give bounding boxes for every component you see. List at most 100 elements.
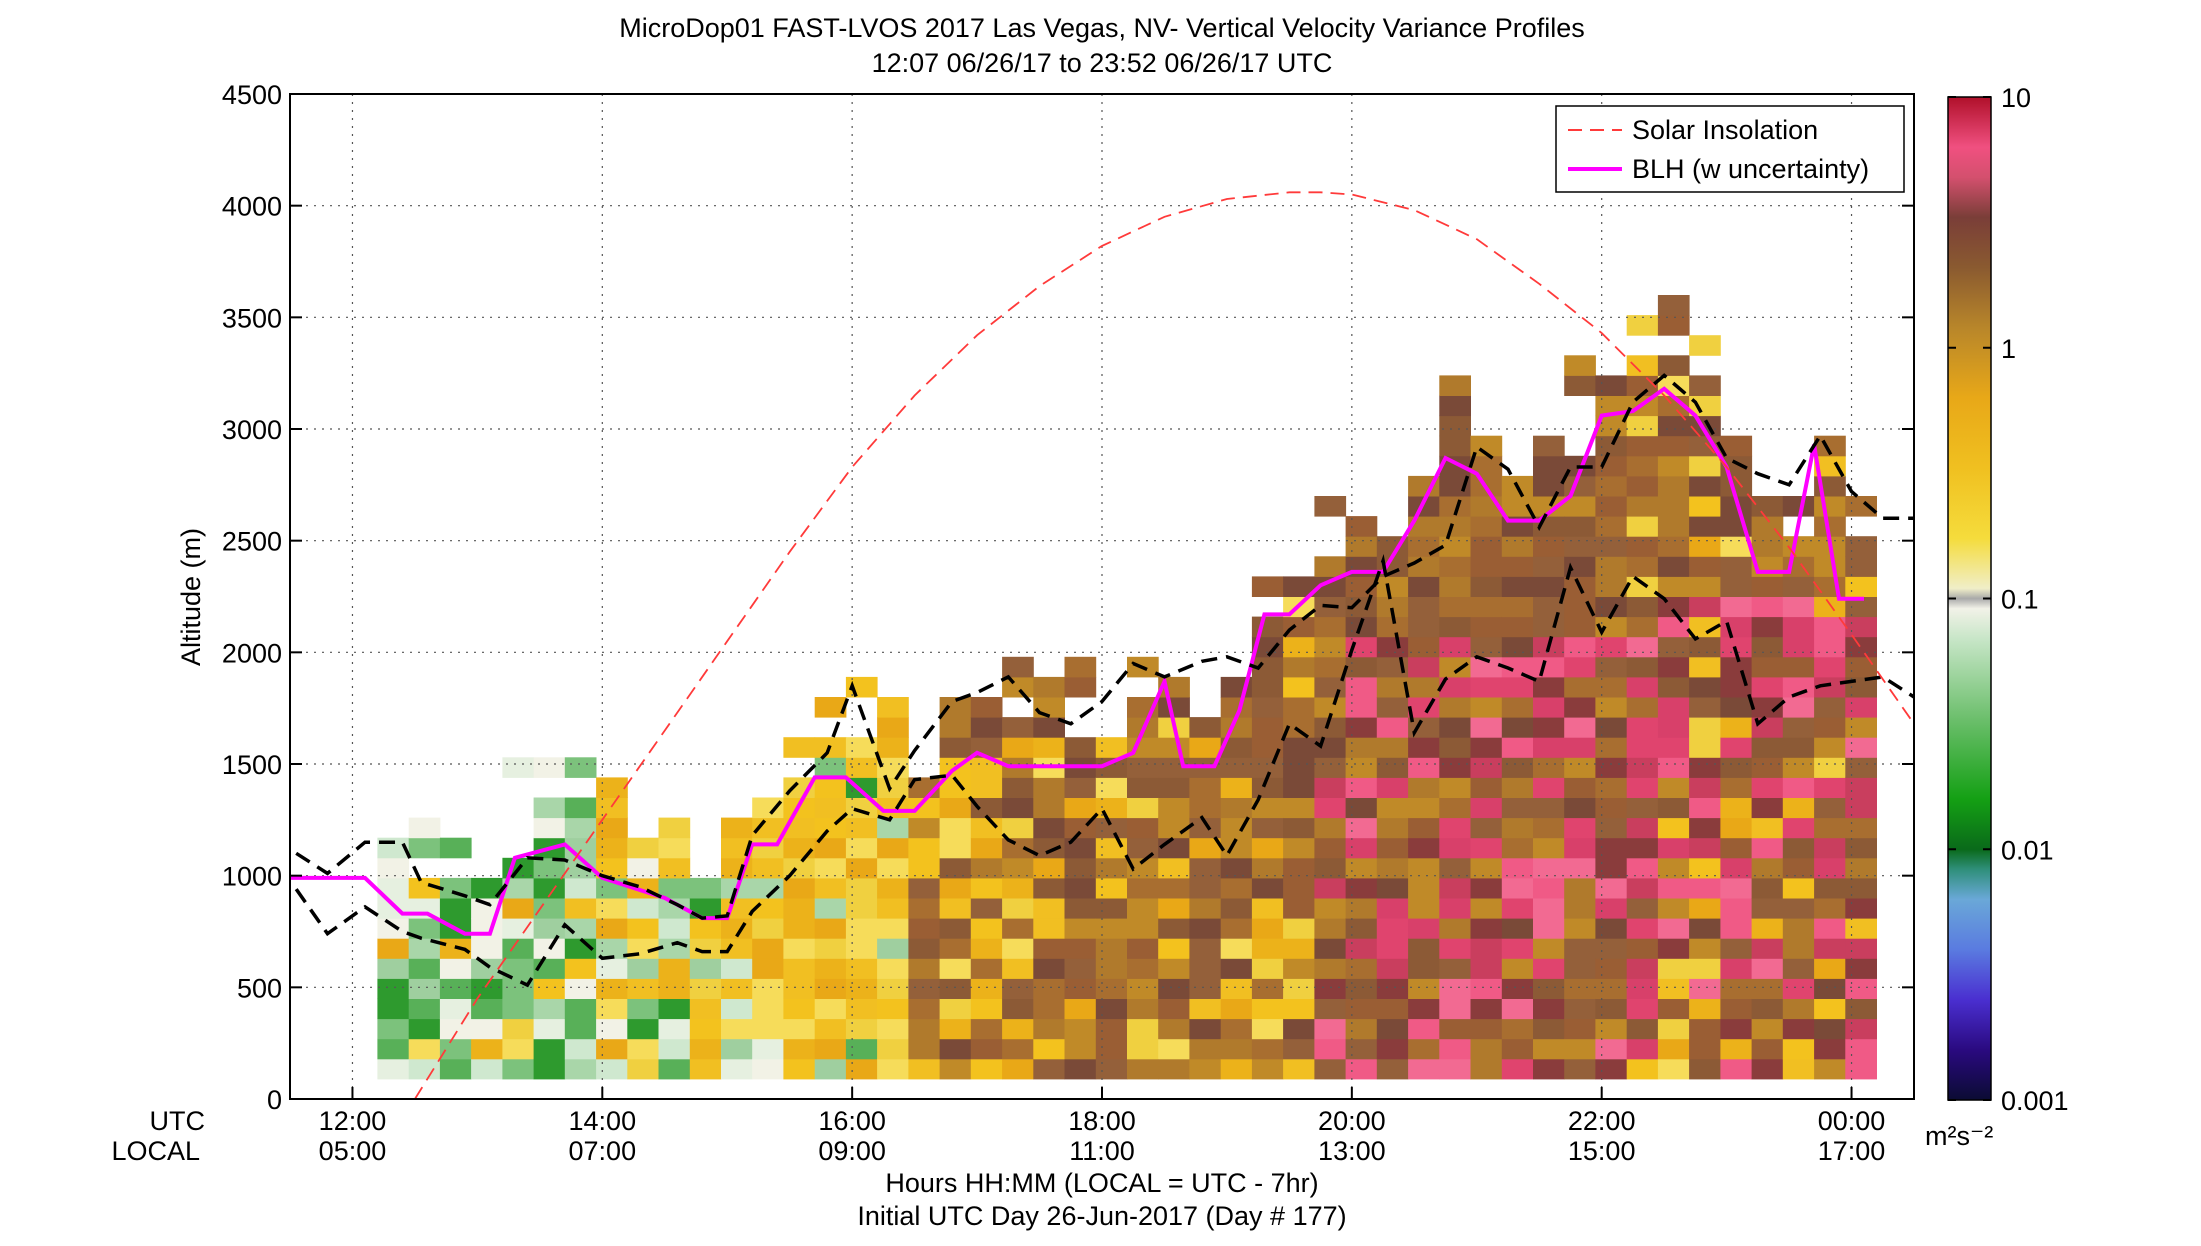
heatmap-cell bbox=[1814, 435, 1846, 457]
heatmap-cell bbox=[1002, 737, 1034, 758]
heatmap-cell bbox=[1657, 435, 1690, 457]
heatmap-cell bbox=[439, 998, 472, 1020]
heatmap-cell bbox=[1251, 817, 1284, 839]
heatmap-cell bbox=[877, 898, 909, 919]
heatmap-cell bbox=[1720, 958, 1753, 979]
heatmap-cell bbox=[1127, 797, 1159, 819]
heatmap-cell bbox=[471, 1058, 503, 1080]
heatmap-cell bbox=[1283, 877, 1315, 899]
heatmap-cell bbox=[564, 998, 597, 1020]
heatmap-cell bbox=[1689, 757, 1721, 778]
heatmap-cell bbox=[1845, 777, 1877, 798]
x-tick-label-local: 05:00 bbox=[319, 1136, 387, 1166]
heatmap-cell bbox=[1689, 918, 1721, 939]
heatmap-cell bbox=[1002, 918, 1034, 939]
heatmap-cell bbox=[1345, 837, 1378, 859]
heatmap-cell bbox=[814, 697, 847, 718]
heatmap-cell bbox=[1751, 797, 1784, 819]
heatmap-cell bbox=[1439, 898, 1471, 919]
heatmap-cell bbox=[1283, 918, 1315, 939]
heatmap-cell bbox=[1251, 717, 1284, 738]
heatmap-cell bbox=[1470, 516, 1503, 537]
heatmap-cell bbox=[1439, 877, 1471, 899]
heatmap-cell bbox=[1595, 757, 1628, 778]
heatmap-cell bbox=[533, 1038, 566, 1060]
heatmap-cell bbox=[1408, 656, 1440, 678]
heatmap-cell bbox=[627, 837, 659, 859]
heatmap-cell bbox=[1501, 877, 1534, 899]
x-tick-label-local: 15:00 bbox=[1568, 1136, 1636, 1166]
heatmap-cell bbox=[1158, 1038, 1190, 1060]
blh-upper-bound-line bbox=[295, 373, 1914, 920]
grid bbox=[290, 94, 1914, 1099]
heatmap-cell bbox=[1408, 837, 1440, 859]
heatmap-cell bbox=[1595, 877, 1628, 899]
heatmap-cell bbox=[1095, 877, 1128, 899]
heatmap-cell bbox=[970, 918, 1003, 939]
heatmap-cell bbox=[596, 918, 628, 939]
heatmap-cell bbox=[1720, 697, 1753, 718]
heatmap-cell bbox=[1439, 395, 1471, 417]
heatmap-cell bbox=[1689, 877, 1721, 899]
heatmap-cell bbox=[1439, 536, 1471, 557]
heatmap-cell bbox=[1782, 536, 1815, 557]
heatmap-cell bbox=[1002, 857, 1034, 879]
heatmap-cell bbox=[1782, 576, 1815, 597]
heatmap-cell bbox=[1657, 455, 1690, 477]
heatmap-cell bbox=[1095, 857, 1128, 879]
heatmap-cell bbox=[1220, 877, 1253, 899]
heatmap-cell bbox=[1314, 616, 1347, 638]
x-tick-label-local: 17:00 bbox=[1818, 1136, 1886, 1166]
heatmap-cell bbox=[1002, 837, 1034, 859]
heatmap-cell bbox=[1189, 938, 1222, 959]
heatmap-cell bbox=[783, 1018, 816, 1040]
heatmap-cell bbox=[1564, 676, 1596, 698]
heatmap-cell bbox=[1376, 757, 1409, 778]
heatmap-cell bbox=[533, 998, 566, 1020]
heatmap-cell bbox=[1814, 455, 1846, 477]
heatmap-cell bbox=[1626, 636, 1659, 658]
heatmap-cell bbox=[1470, 837, 1503, 859]
heatmap-cell bbox=[939, 978, 972, 999]
heatmap-cell bbox=[1720, 717, 1753, 738]
heatmap-cell bbox=[1814, 676, 1846, 698]
heatmap-cell bbox=[1189, 817, 1222, 839]
heatmap-cell bbox=[1657, 837, 1690, 859]
heatmap-cell bbox=[1533, 857, 1565, 879]
heatmap-cell bbox=[752, 877, 784, 899]
heatmap-cell bbox=[502, 938, 535, 959]
heatmap-cell bbox=[1657, 978, 1690, 999]
heatmap-cell bbox=[658, 958, 691, 979]
heatmap-cell bbox=[1376, 877, 1409, 899]
heatmap-cell bbox=[1595, 898, 1628, 919]
heatmap-cell bbox=[1564, 536, 1596, 557]
heatmap-cell bbox=[970, 697, 1003, 718]
heatmap-cell bbox=[1657, 676, 1690, 698]
heatmap-cell bbox=[1501, 656, 1534, 678]
heatmap-cell bbox=[1814, 958, 1846, 979]
heatmap-cell bbox=[939, 898, 972, 919]
heatmap-cell bbox=[1439, 496, 1471, 517]
heatmap-cell bbox=[1064, 656, 1097, 678]
heatmap-cell bbox=[877, 737, 909, 758]
heatmap-cell bbox=[471, 958, 503, 979]
heatmap-cell bbox=[1220, 958, 1253, 979]
heatmap-cell bbox=[1533, 777, 1565, 798]
heatmap-cell bbox=[1314, 1018, 1347, 1040]
heatmap-cell bbox=[658, 1038, 691, 1060]
heatmap-cell bbox=[1314, 898, 1347, 919]
heatmap-cell bbox=[721, 837, 753, 859]
heatmap-cell bbox=[939, 918, 972, 939]
heatmap-cell bbox=[1127, 1038, 1159, 1060]
heatmap-cell bbox=[1595, 576, 1628, 597]
colorbar-tick-label: 0.001 bbox=[2001, 1086, 2069, 1116]
heatmap-cell bbox=[1782, 1058, 1815, 1080]
heatmap-cell bbox=[1626, 596, 1659, 618]
blh-lower-bound-line bbox=[294, 553, 1914, 988]
heatmap-cell bbox=[845, 1038, 878, 1060]
heatmap-cell bbox=[533, 918, 566, 939]
heatmap-cell bbox=[1501, 556, 1534, 577]
heatmap-cell bbox=[471, 938, 503, 959]
heatmap-cell bbox=[533, 857, 566, 879]
heatmap-cell bbox=[1689, 676, 1721, 698]
